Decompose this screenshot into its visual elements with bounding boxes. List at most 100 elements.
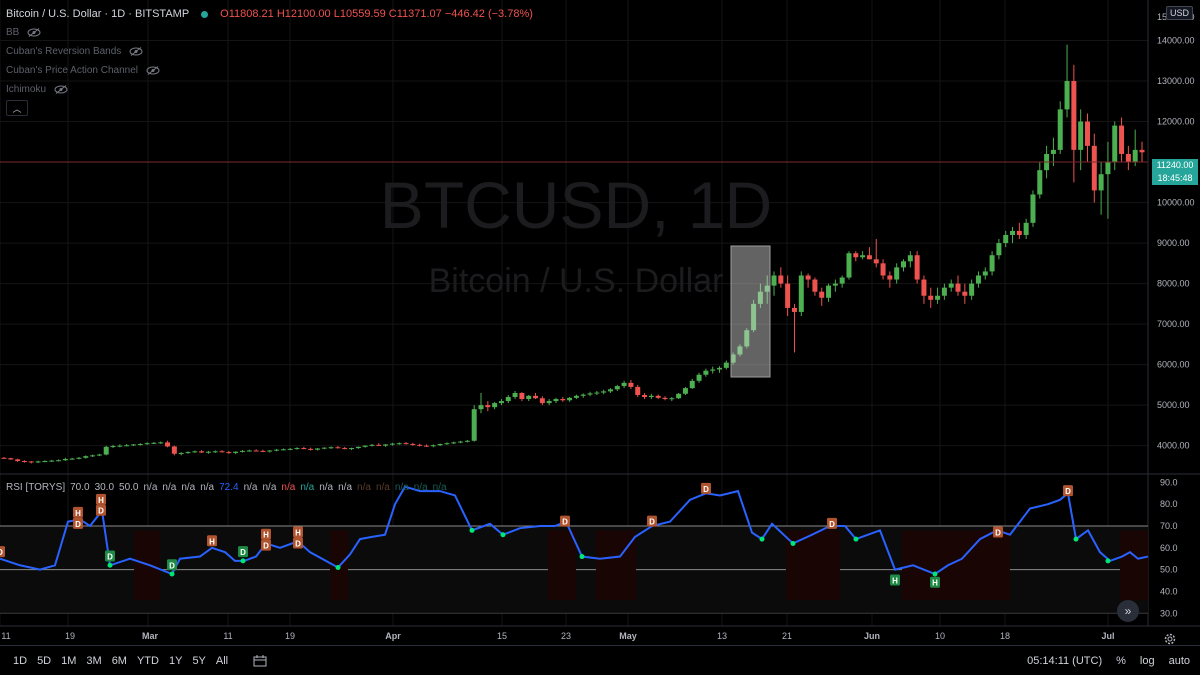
candle-body bbox=[383, 444, 389, 446]
timeframe-1m[interactable]: 1M bbox=[61, 654, 77, 667]
rsi-tick-label: 60.0 bbox=[1160, 543, 1178, 553]
log-scale-toggle[interactable]: log bbox=[1139, 654, 1155, 667]
rsi-legend: RSI [TORYS] 70.0 30.0 50.0 n/a n/a n/a n… bbox=[6, 482, 447, 493]
selection-rectangle[interactable] bbox=[730, 245, 771, 378]
grid-lines bbox=[0, 0, 1148, 626]
candle-body bbox=[628, 382, 634, 387]
candle-body bbox=[989, 255, 995, 272]
time-tick-label: 15 bbox=[497, 631, 507, 641]
candle-body bbox=[642, 395, 648, 398]
candle-body bbox=[703, 370, 709, 375]
timeframe-1y[interactable]: 1Y bbox=[168, 654, 183, 667]
timeframe-3m[interactable]: 3M bbox=[86, 654, 102, 667]
currency-button[interactable]: USD bbox=[1166, 6, 1194, 20]
bottom-toolbar: 1D 5D 1M 3M 6M YTD 1Y 5Y All 05:14:11 (U… bbox=[0, 645, 1200, 675]
candle bbox=[594, 390, 600, 395]
price-axis[interactable]: 14000.00 13000.00 12000.00 10000.00 9000.00 8… bbox=[1157, 12, 1195, 451]
rsi-signal-dot bbox=[240, 558, 246, 564]
gear-icon[interactable] bbox=[1163, 632, 1177, 646]
candle-body bbox=[526, 395, 532, 400]
candle bbox=[751, 299, 757, 333]
candle-body bbox=[90, 455, 96, 457]
candle-body bbox=[137, 444, 143, 446]
indicator-price-action-channel[interactable]: Cuban's Price Action Channel bbox=[6, 65, 160, 76]
price-tick-label: 14000.00 bbox=[1157, 36, 1195, 46]
candle bbox=[969, 279, 975, 300]
rsi-marker-d: D bbox=[261, 539, 271, 551]
rsi-marker-d: D bbox=[647, 515, 657, 527]
candle-body bbox=[8, 458, 14, 460]
timeframe-5y[interactable]: 5Y bbox=[192, 654, 206, 667]
candle-body bbox=[512, 392, 518, 398]
timeframe-5d[interactable]: 5D bbox=[37, 654, 52, 667]
candle-body bbox=[689, 380, 695, 389]
candle bbox=[498, 399, 504, 406]
candle-body bbox=[928, 295, 934, 300]
candle bbox=[410, 442, 416, 446]
eye-crossed-icon[interactable] bbox=[27, 28, 41, 37]
candle-body bbox=[819, 291, 825, 298]
timeframe-ytd[interactable]: YTD bbox=[136, 654, 159, 667]
collapse-legend-button[interactable]: ︿ bbox=[6, 100, 28, 116]
time-tick-label: 11 bbox=[223, 631, 232, 641]
candle-body bbox=[791, 307, 797, 312]
candle bbox=[832, 279, 838, 292]
eye-crossed-icon[interactable] bbox=[129, 47, 143, 56]
candle bbox=[349, 447, 355, 451]
candle bbox=[791, 303, 797, 353]
candle-body bbox=[15, 459, 21, 462]
candles bbox=[1, 44, 1145, 464]
candle bbox=[866, 247, 872, 260]
candle-body bbox=[389, 443, 395, 445]
indicator-bb[interactable]: BB bbox=[6, 27, 41, 38]
candle-body bbox=[403, 443, 409, 445]
candle bbox=[614, 384, 620, 391]
rsi-title[interactable]: RSI [TORYS] bbox=[6, 482, 66, 493]
eye-crossed-icon[interactable] bbox=[54, 85, 68, 94]
candle bbox=[1037, 162, 1043, 199]
marker-box bbox=[293, 537, 303, 549]
timeframe-1d[interactable]: 1D bbox=[13, 654, 28, 667]
candle-body bbox=[587, 393, 593, 395]
candle bbox=[1003, 230, 1009, 248]
timeframe-6m[interactable]: 6M bbox=[111, 654, 127, 667]
marker-label: D bbox=[107, 553, 113, 562]
rsi-param: n/a bbox=[394, 482, 409, 493]
candle bbox=[519, 392, 525, 402]
utc-clock[interactable]: 05:14:11 (UTC) bbox=[1027, 654, 1103, 667]
rsi-marker-d: D bbox=[96, 504, 106, 516]
percent-scale-toggle[interactable]: % bbox=[1116, 654, 1126, 667]
candle bbox=[1, 456, 7, 459]
candle bbox=[226, 450, 232, 454]
candle-body bbox=[696, 374, 702, 381]
timeframe-buttons: 1D 5D 1M 3M 6M YTD 1Y 5Y All bbox=[8, 655, 233, 667]
marker-box bbox=[261, 539, 271, 551]
candle bbox=[69, 457, 75, 460]
price-tick-label: 13000.00 bbox=[1157, 76, 1195, 86]
calendar-goto-icon[interactable] bbox=[253, 654, 267, 667]
auto-scale-toggle[interactable]: auto bbox=[1168, 654, 1190, 667]
candle-body bbox=[212, 451, 218, 453]
marker-label: D bbox=[240, 548, 246, 557]
indicator-reversion-bands[interactable]: Cuban's Reversion Bands bbox=[6, 46, 143, 57]
candle bbox=[464, 439, 470, 443]
candle bbox=[1091, 133, 1097, 203]
price-tick-label: 4000.00 bbox=[1157, 441, 1190, 451]
rsi-pane[interactable]: DHDHDDDHDHDHDDDDDHHDD bbox=[0, 482, 1149, 614]
rsi-param: n/a bbox=[281, 482, 296, 493]
time-axis[interactable]: 11 19 Mar 11 19 Apr 15 23 May 13 21 Jun 10 18 Jul bbox=[1, 631, 1114, 641]
rsi-axis[interactable]: 90.0 80.0 70.0 60.0 50.0 40.0 30.0 bbox=[1160, 477, 1178, 618]
scroll-to-realtime-button[interactable]: » bbox=[1117, 600, 1139, 622]
candle-body bbox=[314, 448, 320, 450]
indicator-ichimoku[interactable]: Ichimoku bbox=[6, 84, 68, 95]
eye-crossed-icon[interactable] bbox=[146, 66, 160, 75]
timeframe-all[interactable]: All bbox=[215, 654, 229, 667]
candle-body bbox=[805, 275, 811, 280]
candle bbox=[369, 444, 375, 447]
candle bbox=[444, 442, 450, 445]
marker-label: H bbox=[263, 531, 269, 540]
time-tick-label: Jun bbox=[864, 631, 880, 641]
symbol-title[interactable]: Bitcoin / U.S. Dollar · 1D · BITSTAMP bbox=[6, 8, 190, 20]
rsi-marker-d: D bbox=[73, 517, 83, 529]
